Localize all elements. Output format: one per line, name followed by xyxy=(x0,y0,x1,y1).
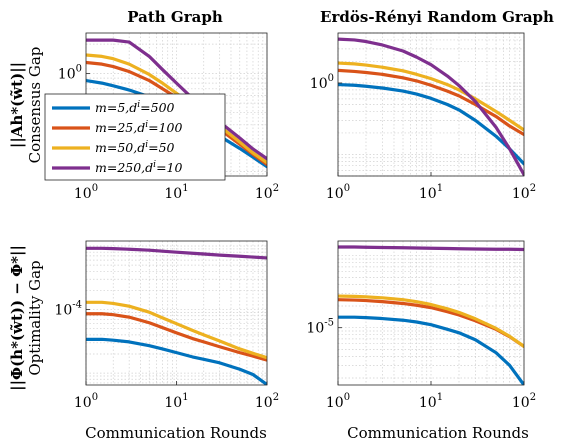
y-tick-label: 100 xyxy=(310,73,334,92)
chart-panel-1: 100 101 102 100 xyxy=(310,32,536,202)
x-tick-label: 100 xyxy=(326,183,350,202)
x-tick-label: 100 xyxy=(74,183,98,202)
xlabel-right: Communication Rounds xyxy=(347,424,529,442)
x-tick-label: 101 xyxy=(164,183,188,202)
legend: m=5,di=500 m=25,di=100 m=50,di=50 m=250,di=… xyxy=(44,93,226,181)
x-tick-label: 102 xyxy=(255,392,279,411)
series-line-m50 xyxy=(86,300,267,360)
series-line-m5 xyxy=(86,337,267,385)
series-line-m50 xyxy=(338,61,524,132)
series-line-m5 xyxy=(338,315,524,385)
x-tick-label: 101 xyxy=(419,392,443,411)
x-tick-label: 102 xyxy=(512,392,536,411)
x-tick-label: 102 xyxy=(512,183,536,202)
series-line-m25 xyxy=(86,312,267,362)
legend-entry-m25: m=25,di=100 xyxy=(52,120,182,135)
series-line-m250 xyxy=(338,245,524,252)
y-tick-label: 100 xyxy=(58,64,82,83)
legend-entry-m5: m=5,di=500 xyxy=(52,100,175,115)
series-line-m50 xyxy=(86,53,267,165)
row-label-optimality-gap: ||Φ(h*(w̃t)) − Φ*|| Optimality Gap xyxy=(8,245,44,391)
x-tick-label: 100 xyxy=(74,392,98,411)
xlabel-left: Communication Rounds xyxy=(85,424,267,442)
series-line-m25 xyxy=(338,68,524,137)
column-title-erdos-renyi: Erdös-Rényi Random Graph xyxy=(320,8,554,26)
row-label-optimality-line2: Optimality Gap xyxy=(26,260,44,375)
legend-entry-m250: m=250,di=10 xyxy=(52,160,182,175)
chart-panel-2: 100 101 102 10-4 xyxy=(54,240,279,411)
row-label-consensus-gap: ||Ah*(w̃t)|| Consensus Gap xyxy=(8,47,44,164)
y-tick-label: 10-4 xyxy=(54,300,82,319)
row-label-optimality-line1: ||Φ(h*(w̃t)) − Φ*|| xyxy=(8,245,26,391)
x-tick-label: 100 xyxy=(326,392,350,411)
series-line-m5 xyxy=(338,82,524,166)
legend-label: m=50,di=50 xyxy=(95,140,175,155)
series-group xyxy=(338,245,524,385)
series-group xyxy=(338,37,524,176)
series-line-m50 xyxy=(338,294,524,348)
legend-entry-m50: m=50,di=50 xyxy=(52,140,175,155)
row-label-consensus-line1: ||Ah*(w̃t)|| xyxy=(8,62,26,148)
series-line-m250 xyxy=(338,37,524,176)
column-title-path-graph: Path Graph xyxy=(127,8,223,26)
series-group xyxy=(86,246,267,385)
legend-label: m=25,di=100 xyxy=(95,120,182,135)
grid xyxy=(337,241,525,385)
y-tick-label: 10-5 xyxy=(306,318,334,337)
chart-panel-3: 100 101 102 10-5 xyxy=(306,240,536,411)
row-label-consensus-line2: Consensus Gap xyxy=(26,47,44,164)
legend-label: m=250,di=10 xyxy=(95,160,182,175)
legend-label: m=5,di=500 xyxy=(95,100,175,115)
x-tick-label: 101 xyxy=(164,392,188,411)
x-tick-label: 102 xyxy=(255,183,279,202)
series-line-m250 xyxy=(86,38,267,161)
series-line-m250 xyxy=(86,246,267,260)
x-tick-label: 101 xyxy=(419,183,443,202)
